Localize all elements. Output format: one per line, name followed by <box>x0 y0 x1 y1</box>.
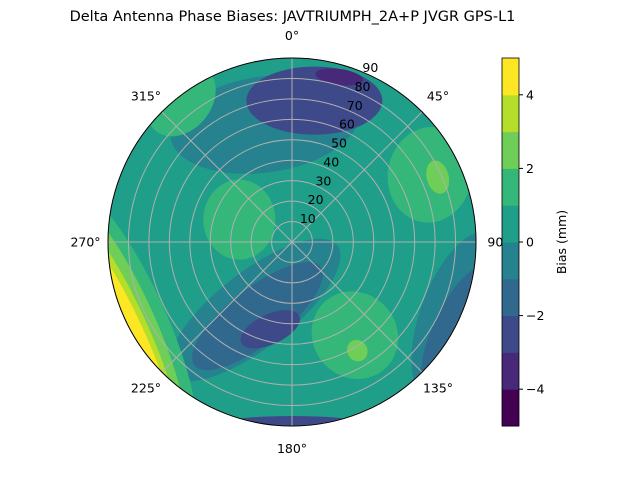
r-tick-label: 90 <box>362 60 378 75</box>
contour-region <box>203 179 276 260</box>
r-tick-label: 60 <box>339 117 355 132</box>
contour-region <box>212 416 372 426</box>
theta-gridline <box>161 111 423 373</box>
theta-tick-label: 180° <box>277 441 307 456</box>
chart-title: Delta Antenna Phase Biases: JAVTRIUMPH_2… <box>69 9 516 25</box>
colorbar-label: Bias (mm) <box>554 210 569 274</box>
colorbar-tick-label: 4 <box>526 87 534 102</box>
r-tick-label: 70 <box>347 98 363 113</box>
colorbar-band <box>502 278 519 317</box>
theta-tick-label: 45° <box>427 88 449 103</box>
colorbar-tick-label: 2 <box>526 161 534 176</box>
r-tick-label: 10 <box>300 211 316 226</box>
contour-region <box>347 339 368 362</box>
colorbar-tick-label: −4 <box>526 382 544 397</box>
contour-region <box>315 68 364 86</box>
r-tick-label: 40 <box>323 154 339 169</box>
r-tick-label: 50 <box>331 136 347 151</box>
colorbar-band <box>502 94 519 133</box>
r-tick-label: 80 <box>355 79 371 94</box>
theta-tick-label: 0° <box>285 28 299 43</box>
colorbar-band <box>502 168 519 206</box>
contour-region <box>240 310 300 349</box>
theta-tick-label: 270° <box>70 235 100 250</box>
theta-tick-label: 135° <box>423 381 453 396</box>
colorbar-tick-label: 0 <box>526 235 534 250</box>
theta-tick-label: 315° <box>131 88 161 103</box>
theta-tick-label: 225° <box>131 381 161 396</box>
r-tick-label: 30 <box>315 173 331 188</box>
r-tick-label: 20 <box>308 192 324 207</box>
colorbar: −4 −2 0 2 4 <box>501 57 544 427</box>
colorbar-band <box>502 389 519 427</box>
polar-frame <box>107 57 477 427</box>
polar-grid <box>107 57 477 427</box>
colorbar-tick-label: −2 <box>526 308 544 323</box>
colorbar-band <box>502 131 519 169</box>
colorbar-band <box>502 315 519 353</box>
colorbar-band <box>502 242 519 280</box>
colorbar-band <box>502 58 519 96</box>
colorbar-band <box>502 205 519 243</box>
contour-regions <box>108 58 476 426</box>
colorbar-band <box>502 352 519 390</box>
contour-region <box>426 160 450 194</box>
